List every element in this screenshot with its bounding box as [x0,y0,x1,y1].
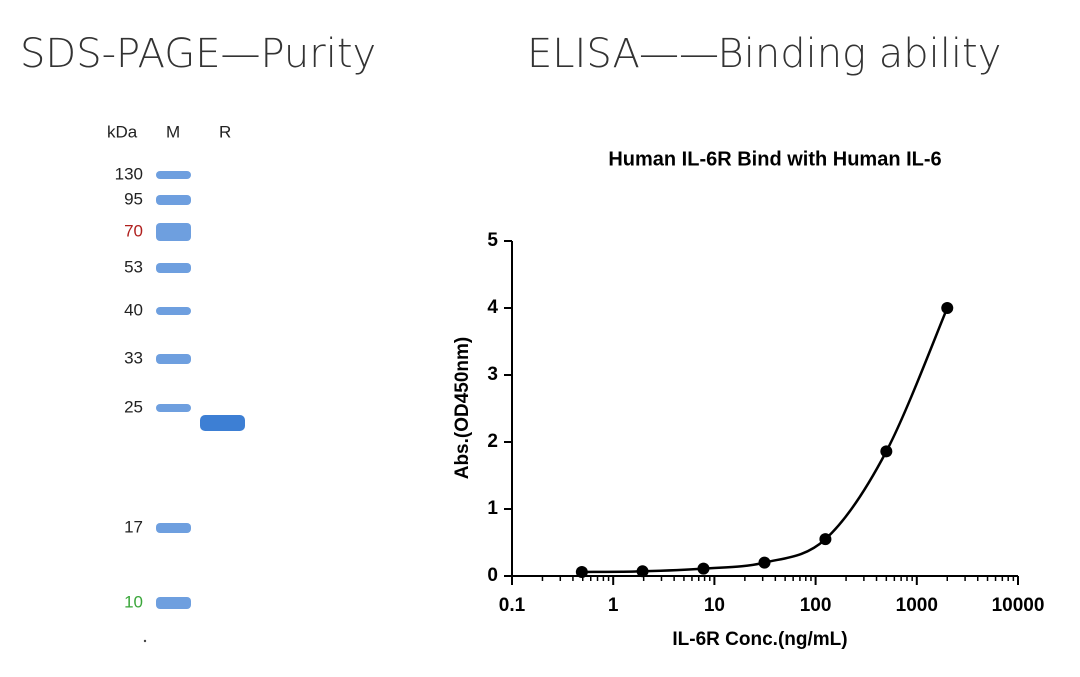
marker-band [156,597,191,609]
data-point [880,445,893,458]
x-axis-label: IL-6R Conc.(ng/mL) [672,629,847,650]
marker-label: 25 [124,397,143,416]
x-tick-label: 10 [704,595,725,616]
marker-label: 17 [124,517,143,536]
elisa-title: ELISA——Binding ability [527,31,1001,77]
dot [143,639,147,643]
marker-band [156,523,191,533]
data-point [758,556,771,569]
marker-label: 10 [124,592,143,611]
marker-label: 130 [115,164,143,183]
data-point [819,533,832,546]
fit-curve [581,307,949,574]
gel-header: R [219,122,231,141]
gel-title: SDS-PAGE—Purity [20,31,376,77]
y-tick-label: 0 [487,565,498,586]
marker-band [156,404,191,412]
x-tick-label: 1 [608,595,619,616]
marker-band [156,307,191,315]
marker-label: 70 [124,221,143,240]
gel-header: M [166,122,180,141]
y-tick-label: 1 [487,498,498,519]
x-tick-label: 10000 [992,595,1045,616]
marker-band [156,171,191,179]
x-tick-label: 100 [800,595,832,616]
y-tick-label: 4 [487,297,498,318]
data-point [697,562,710,575]
marker-label: 33 [124,348,143,367]
y-tick-label: 2 [487,431,498,452]
marker-band [156,195,191,205]
y-tick-label: 5 [487,230,498,251]
sample-band [200,415,245,431]
marker-label: 53 [124,257,143,276]
data-point [941,302,954,314]
data-point [575,565,588,578]
marker-label: 40 [124,300,143,319]
y-axis-label: Abs.(OD450nm) [452,337,473,480]
y-tick-label: 3 [487,364,498,385]
marker-band [156,223,191,241]
marker-band [156,263,191,273]
gel-header: kDa [107,122,138,141]
marker-label: 95 [124,189,143,208]
chart-title: Human IL-6R Bind with Human IL-6 [608,148,941,170]
x-tick-label: 0.1 [499,595,526,616]
x-tick-label: 1000 [896,595,938,616]
data-point [636,565,649,578]
marker-band [156,354,191,364]
